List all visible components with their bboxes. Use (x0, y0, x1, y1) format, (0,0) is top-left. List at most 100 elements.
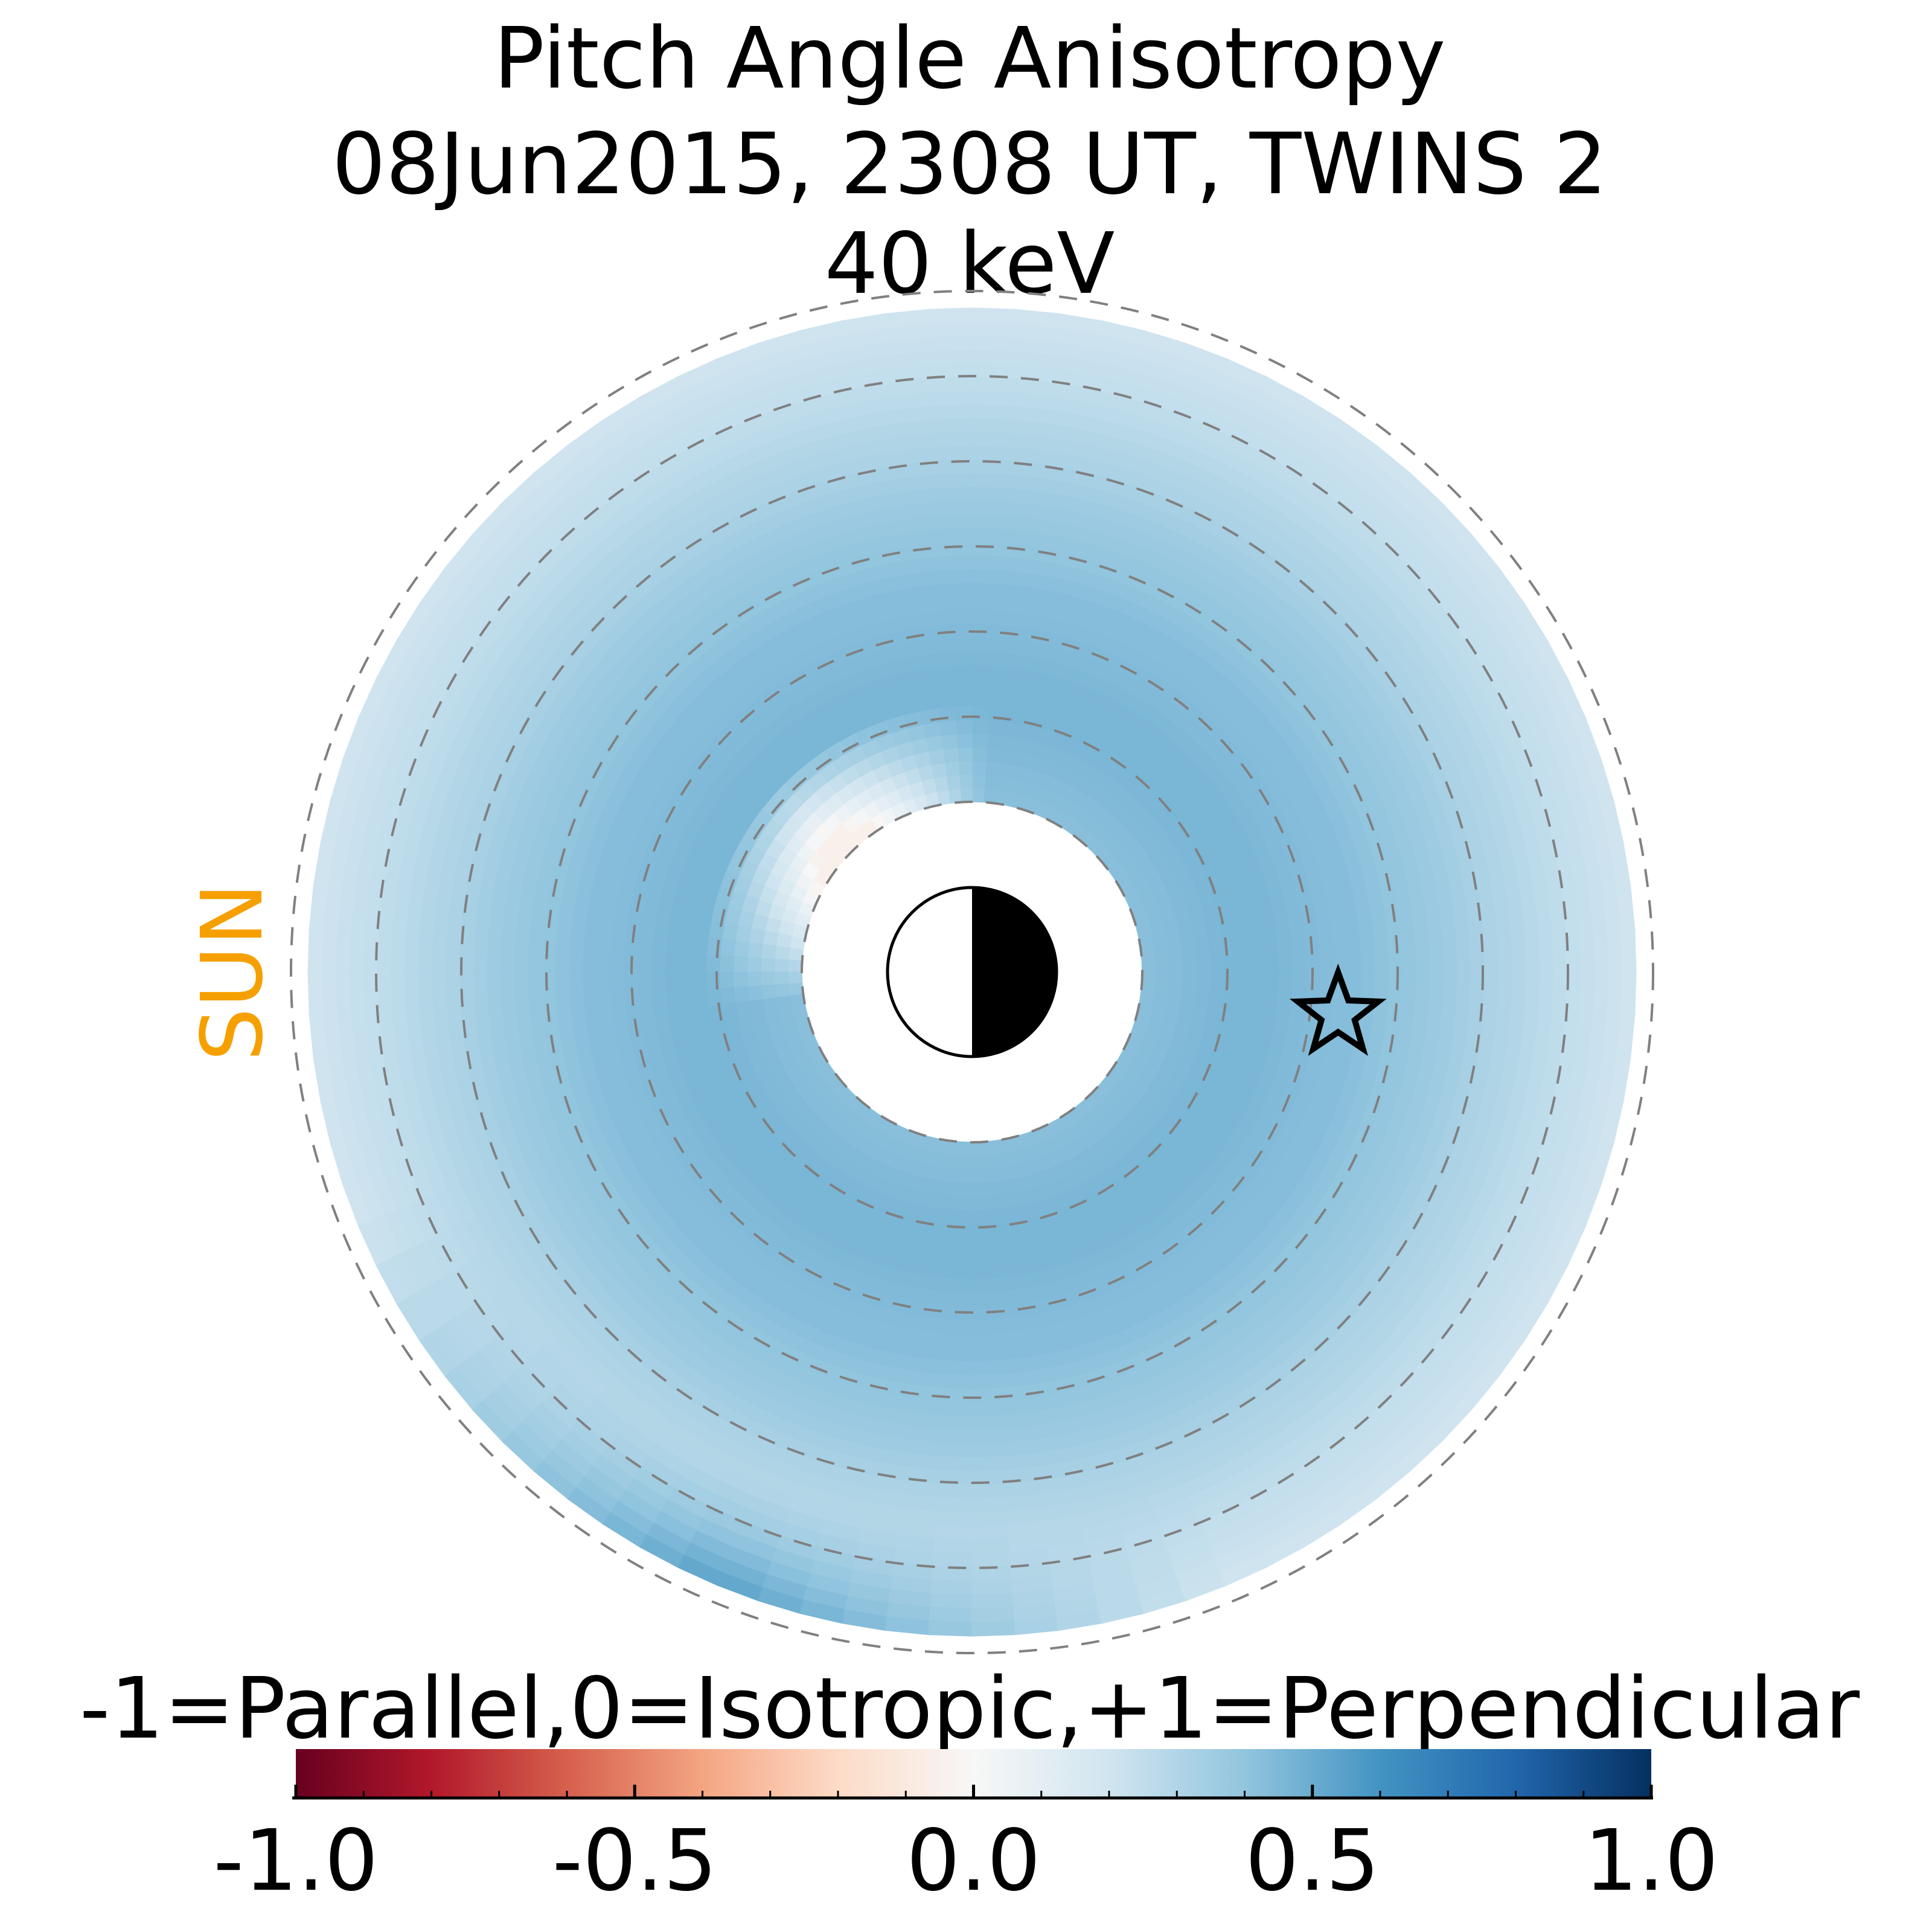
map-cell (1262, 931, 1279, 953)
map-cell (971, 1196, 988, 1212)
map-cell (1332, 947, 1349, 973)
map-cell (760, 971, 776, 987)
map-cell (941, 1415, 973, 1431)
distance-rings (290, 290, 1654, 1654)
map-cell (1276, 929, 1293, 953)
map-cell (526, 942, 543, 973)
colorbar-label: -1=Parallel,0=Isotropic,+1=Perpendicular (80, 1660, 1860, 1758)
map-cell (485, 939, 502, 973)
map-cell (637, 927, 654, 952)
map-cell (971, 526, 1002, 543)
map-cell (1290, 927, 1307, 952)
map-cell (1497, 936, 1514, 973)
map-cell (321, 971, 337, 1016)
map-cell (971, 1168, 987, 1184)
map-cell (1138, 993, 1155, 1009)
map-cell (971, 1155, 986, 1171)
map-cell (472, 971, 488, 1005)
map-cell (1168, 971, 1184, 987)
colorbar-tick-label: 0.5 (1245, 1812, 1380, 1910)
map-cell (982, 788, 997, 804)
map-cell (971, 499, 1003, 516)
map-cell (941, 513, 973, 529)
map-cell (958, 1168, 973, 1184)
map-cell (637, 992, 654, 1017)
map-cell (971, 595, 997, 612)
map-cell (936, 1497, 973, 1514)
map-cell (1235, 989, 1252, 1009)
map-cell (664, 971, 680, 993)
map-cell (1182, 971, 1198, 988)
map-cell (943, 1387, 973, 1404)
map-cell (334, 930, 351, 973)
map-cell (971, 1607, 1016, 1623)
map-cell (943, 540, 973, 557)
map-cell (940, 1194, 958, 1211)
map-cell (1442, 939, 1459, 973)
map-cell (944, 554, 973, 571)
map-cell (403, 971, 420, 1010)
map-cell (1579, 971, 1596, 1014)
map-cell (971, 1401, 1002, 1418)
map-cell (1442, 971, 1459, 1005)
map-cell (988, 1221, 1008, 1238)
map-cell (990, 1249, 1011, 1266)
map-cell (933, 678, 955, 696)
map-cell (1552, 932, 1568, 973)
map-cell (774, 945, 790, 961)
map-cell (971, 1332, 997, 1349)
map-cell (935, 417, 973, 433)
distance-ring (375, 375, 1569, 1569)
map-cell (513, 941, 529, 973)
map-cell (665, 931, 682, 953)
map-cell (321, 929, 337, 973)
map-cell (971, 485, 1005, 502)
map-cell (1538, 933, 1555, 973)
map-cell (933, 1538, 973, 1555)
map-cell (971, 1141, 985, 1157)
map-cell (595, 947, 612, 973)
map-cell (718, 971, 735, 990)
map-cell (952, 1250, 973, 1267)
map-cell (971, 1237, 991, 1253)
map-cell (971, 1305, 996, 1322)
map-cell (1387, 971, 1404, 1001)
map-cell (985, 1181, 1002, 1197)
map-cell (677, 971, 694, 992)
map-cell (691, 953, 707, 973)
map-cell (953, 1237, 973, 1253)
map-cell (1374, 944, 1390, 973)
map-cell (971, 636, 995, 653)
map-cell (664, 951, 680, 973)
map-cell (942, 1181, 959, 1197)
map-cell (971, 609, 997, 625)
map-cell (719, 987, 736, 1006)
map-cell (932, 1552, 973, 1568)
map-cell (930, 348, 973, 365)
map-cell (949, 1291, 973, 1308)
map-cell (773, 971, 789, 986)
map-cell (958, 760, 973, 776)
map-cell (956, 1182, 973, 1198)
map-cell (513, 971, 529, 1003)
map-cell (941, 499, 973, 516)
map-cell (1511, 935, 1527, 973)
map-cell (986, 733, 1004, 750)
map-cell (945, 1154, 961, 1170)
map-cell (933, 1152, 949, 1169)
map-cell (971, 1620, 1016, 1637)
map-cell (1223, 954, 1239, 973)
map-cell (935, 1235, 955, 1252)
map-cell (1155, 971, 1171, 986)
map-cell (971, 1524, 1010, 1541)
map-cell (444, 971, 461, 1007)
map-cell (931, 665, 953, 682)
map-cell (1607, 929, 1623, 973)
map-cell (971, 1456, 1005, 1472)
map-cell (927, 1290, 952, 1307)
map-cell (987, 1208, 1006, 1225)
map-cell (1208, 938, 1225, 957)
map-cell (650, 971, 666, 994)
map-cell (1387, 943, 1404, 973)
map-cell (1168, 958, 1184, 973)
